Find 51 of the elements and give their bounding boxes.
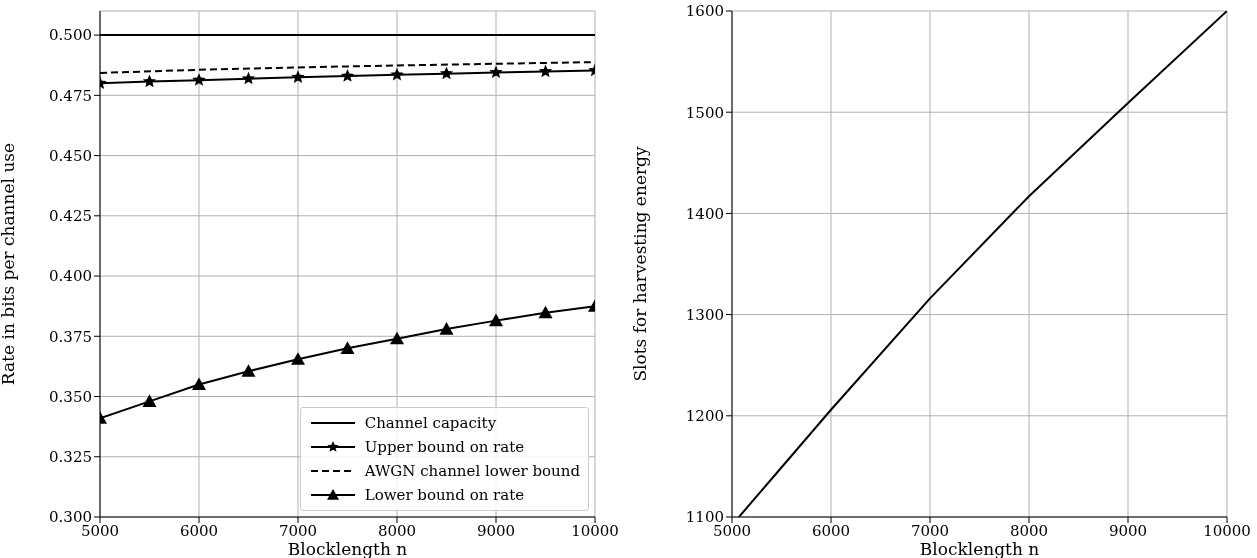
point <box>390 331 404 345</box>
x-tick-label: 8000 <box>1009 521 1049 540</box>
legend-label: Upper bound on rate <box>364 438 525 456</box>
x-tick-label: 7000 <box>910 521 950 540</box>
y-tick-label: 0.325 <box>49 448 92 467</box>
point <box>489 313 503 327</box>
x-axis-title: Blocklength n <box>287 539 408 558</box>
point <box>192 377 206 391</box>
point <box>241 71 256 85</box>
x-tick-label: 8000 <box>377 521 417 540</box>
x-tick-label: 9000 <box>1108 521 1148 540</box>
y-tick-label: 1600 <box>685 2 724 21</box>
point <box>241 364 256 377</box>
y-tick-label: 0.400 <box>49 267 92 286</box>
y-tick-label: 0.475 <box>49 86 92 105</box>
legend-label: Channel capacity <box>364 414 497 432</box>
x-tick-label: 10000 <box>1203 521 1251 540</box>
point <box>291 70 305 83</box>
y-tick-label: 0.350 <box>49 387 92 406</box>
y-tick-label: 1400 <box>685 204 724 223</box>
y-tick-label: 1500 <box>685 103 724 122</box>
y-axis-title: Slots for harvesting energy <box>630 146 651 382</box>
point <box>538 305 553 319</box>
x-axis-title: Blocklength n <box>919 539 1040 558</box>
y-tick-label: 1300 <box>685 305 724 324</box>
point <box>192 73 206 86</box>
point <box>439 322 454 335</box>
y-axis-title: Rate in bits per channel use <box>0 142 19 386</box>
x-tick-label: 6000 <box>811 521 851 540</box>
y-tick-label: 0.500 <box>49 26 92 45</box>
point <box>291 352 305 365</box>
legend-label: Lower bound on rate <box>364 486 525 504</box>
x-tick-label: 6000 <box>179 521 219 540</box>
x-tick-label: 10000 <box>571 521 619 540</box>
point <box>489 65 503 79</box>
point <box>340 341 355 354</box>
y-tick-label: 1200 <box>685 407 724 426</box>
x-tick-label: 9000 <box>476 521 516 540</box>
x-tick-label: 5000 <box>712 521 752 540</box>
y-tick-label: 0.375 <box>49 327 92 346</box>
point <box>439 66 454 80</box>
point <box>340 69 355 82</box>
legend-label: AWGN channel lower bound <box>364 462 580 480</box>
x-tick-label: 5000 <box>80 521 120 540</box>
point <box>142 74 157 88</box>
point <box>142 394 157 407</box>
x-tick-label: 7000 <box>278 521 318 540</box>
point <box>390 67 404 81</box>
point <box>538 64 553 78</box>
y-tick-label: 0.450 <box>49 146 92 165</box>
y-tick-label: 0.425 <box>49 207 92 226</box>
